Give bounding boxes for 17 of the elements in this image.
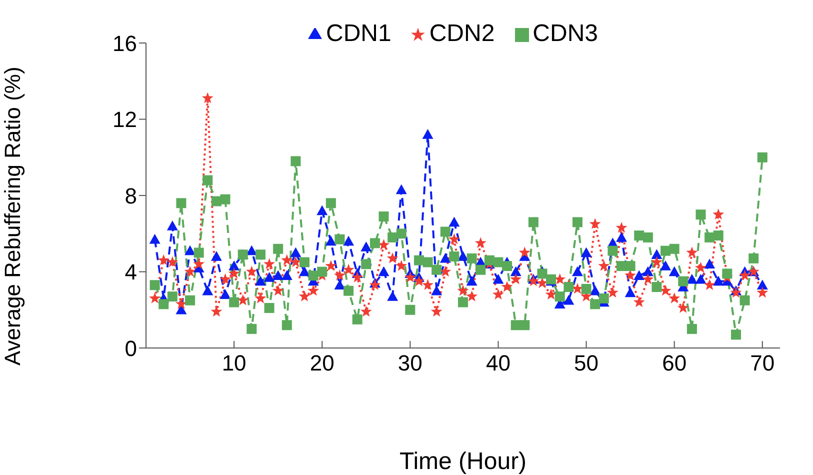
x-tick-label: 10 (222, 350, 246, 376)
y-axis-title: Average Rebuffering Ratio (%) (0, 66, 25, 366)
x-tick-label: 60 (662, 350, 687, 376)
x-tick-label: 30 (398, 350, 422, 376)
x-tick-label: 70 (750, 350, 775, 376)
x-tick-label: 40 (486, 350, 510, 376)
y-tick-label: 4 (124, 260, 137, 285)
x-tick-label: 20 (310, 350, 334, 376)
x-axis-title: Time (Hour) (399, 448, 527, 475)
y-tick-label: 16 (112, 30, 137, 56)
legend-label: CDN2 (429, 20, 495, 47)
legend-label: CDN1 (326, 20, 392, 47)
y-tick-label: 8 (124, 183, 137, 208)
x-tick-label: 50 (574, 350, 599, 376)
legend-label: CDN3 (532, 20, 598, 47)
y-tick-label: 0 (124, 336, 137, 361)
y-tick-label: 12 (112, 107, 137, 132)
